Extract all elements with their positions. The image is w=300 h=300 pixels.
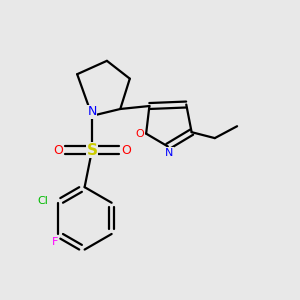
Text: O: O: [53, 143, 63, 157]
Text: O: O: [135, 129, 144, 139]
Text: N: N: [87, 106, 97, 118]
Text: Cl: Cl: [37, 196, 48, 206]
Text: S: S: [86, 142, 98, 158]
Text: O: O: [121, 143, 131, 157]
Text: F: F: [51, 237, 58, 247]
Text: N: N: [165, 148, 173, 158]
